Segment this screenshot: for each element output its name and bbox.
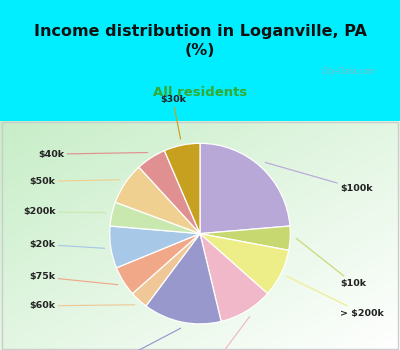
- Text: $75k: $75k: [29, 272, 118, 285]
- Text: $100k: $100k: [265, 162, 372, 193]
- Wedge shape: [132, 234, 200, 306]
- Text: $20k: $20k: [29, 240, 104, 249]
- Text: $40k: $40k: [38, 150, 148, 159]
- Wedge shape: [115, 167, 200, 234]
- Wedge shape: [116, 234, 200, 294]
- Text: $10k: $10k: [296, 238, 366, 288]
- Text: $50k: $50k: [30, 177, 120, 186]
- Wedge shape: [110, 226, 200, 268]
- Text: Income distribution in Loganville, PA
(%): Income distribution in Loganville, PA (%…: [34, 24, 366, 58]
- Text: > $200k: > $200k: [287, 276, 384, 317]
- Text: $200k: $200k: [23, 208, 106, 216]
- Text: All residents: All residents: [153, 86, 247, 99]
- Wedge shape: [110, 202, 200, 234]
- Wedge shape: [146, 234, 221, 324]
- Wedge shape: [164, 144, 200, 234]
- Text: $125k: $125k: [95, 328, 180, 350]
- Wedge shape: [200, 234, 289, 294]
- Wedge shape: [200, 144, 290, 234]
- Text: City-Data.com: City-Data.com: [322, 66, 376, 76]
- Text: $60k: $60k: [29, 301, 135, 310]
- Wedge shape: [200, 234, 268, 321]
- Text: $30k: $30k: [160, 96, 186, 139]
- Wedge shape: [200, 226, 290, 250]
- Text: $150k: $150k: [193, 316, 250, 350]
- Wedge shape: [139, 150, 200, 234]
